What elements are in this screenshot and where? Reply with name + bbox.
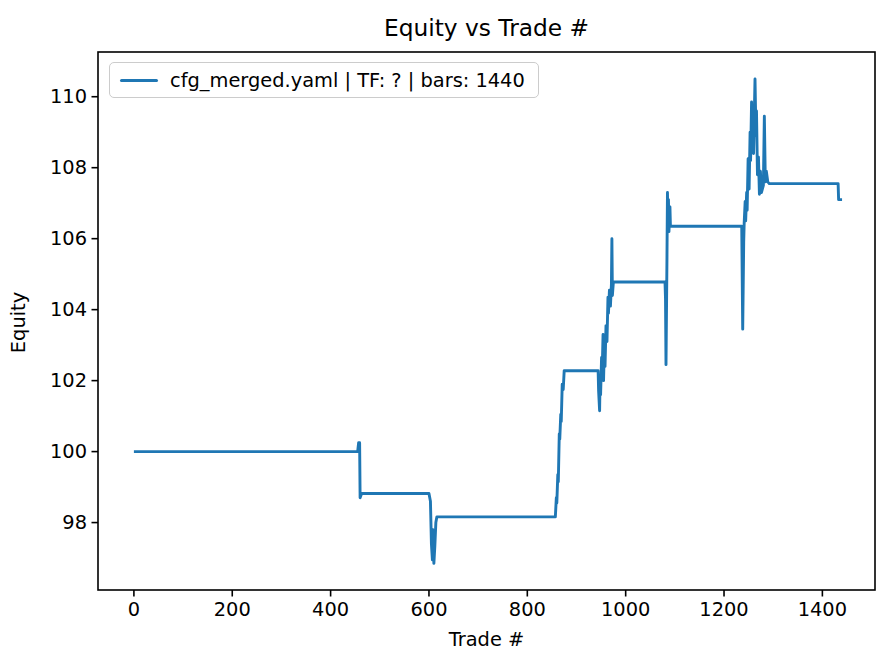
x-tick-label: 0 — [128, 598, 140, 621]
y-tick-label: 100 — [50, 440, 87, 463]
axis-tick-labels: 0 200 400 600 800 1000 1200 1400 98 100 102 104 106 1… — [50, 85, 847, 621]
y-tick-label: 108 — [50, 156, 87, 179]
x-tick-label: 1000 — [601, 598, 650, 621]
x-tick-label: 1400 — [798, 598, 847, 621]
plot-area: 0 200 400 600 800 1000 1200 1400 98 100 102 104 106 1… — [0, 0, 896, 672]
y-axis-label: Equity — [7, 173, 30, 473]
x-axis-label: Trade # — [98, 628, 875, 651]
legend: cfg_merged.yaml | TF: ? | bars: 1440 — [109, 62, 539, 98]
legend-label: cfg_merged.yaml | TF: ? | bars: 1440 — [170, 69, 525, 92]
x-tick-label: 400 — [312, 598, 349, 621]
x-tick-label: 1200 — [699, 598, 748, 621]
y-tick-label: 98 — [62, 511, 87, 534]
equity-line-series — [134, 79, 842, 563]
axis-ticks — [92, 97, 823, 597]
plot-frame — [98, 52, 875, 590]
legend-line-icon — [120, 79, 158, 82]
y-tick-label: 104 — [50, 298, 87, 321]
figure-root: Equity vs Trade # 0200400600800100012001… — [0, 0, 896, 672]
x-tick-label: 200 — [214, 598, 251, 621]
series-layer — [134, 79, 842, 563]
y-tick-label: 110 — [50, 85, 87, 108]
y-tick-label: 102 — [50, 369, 87, 392]
y-tick-label: 106 — [50, 227, 87, 250]
x-tick-label: 800 — [509, 598, 546, 621]
x-tick-label: 600 — [410, 598, 447, 621]
